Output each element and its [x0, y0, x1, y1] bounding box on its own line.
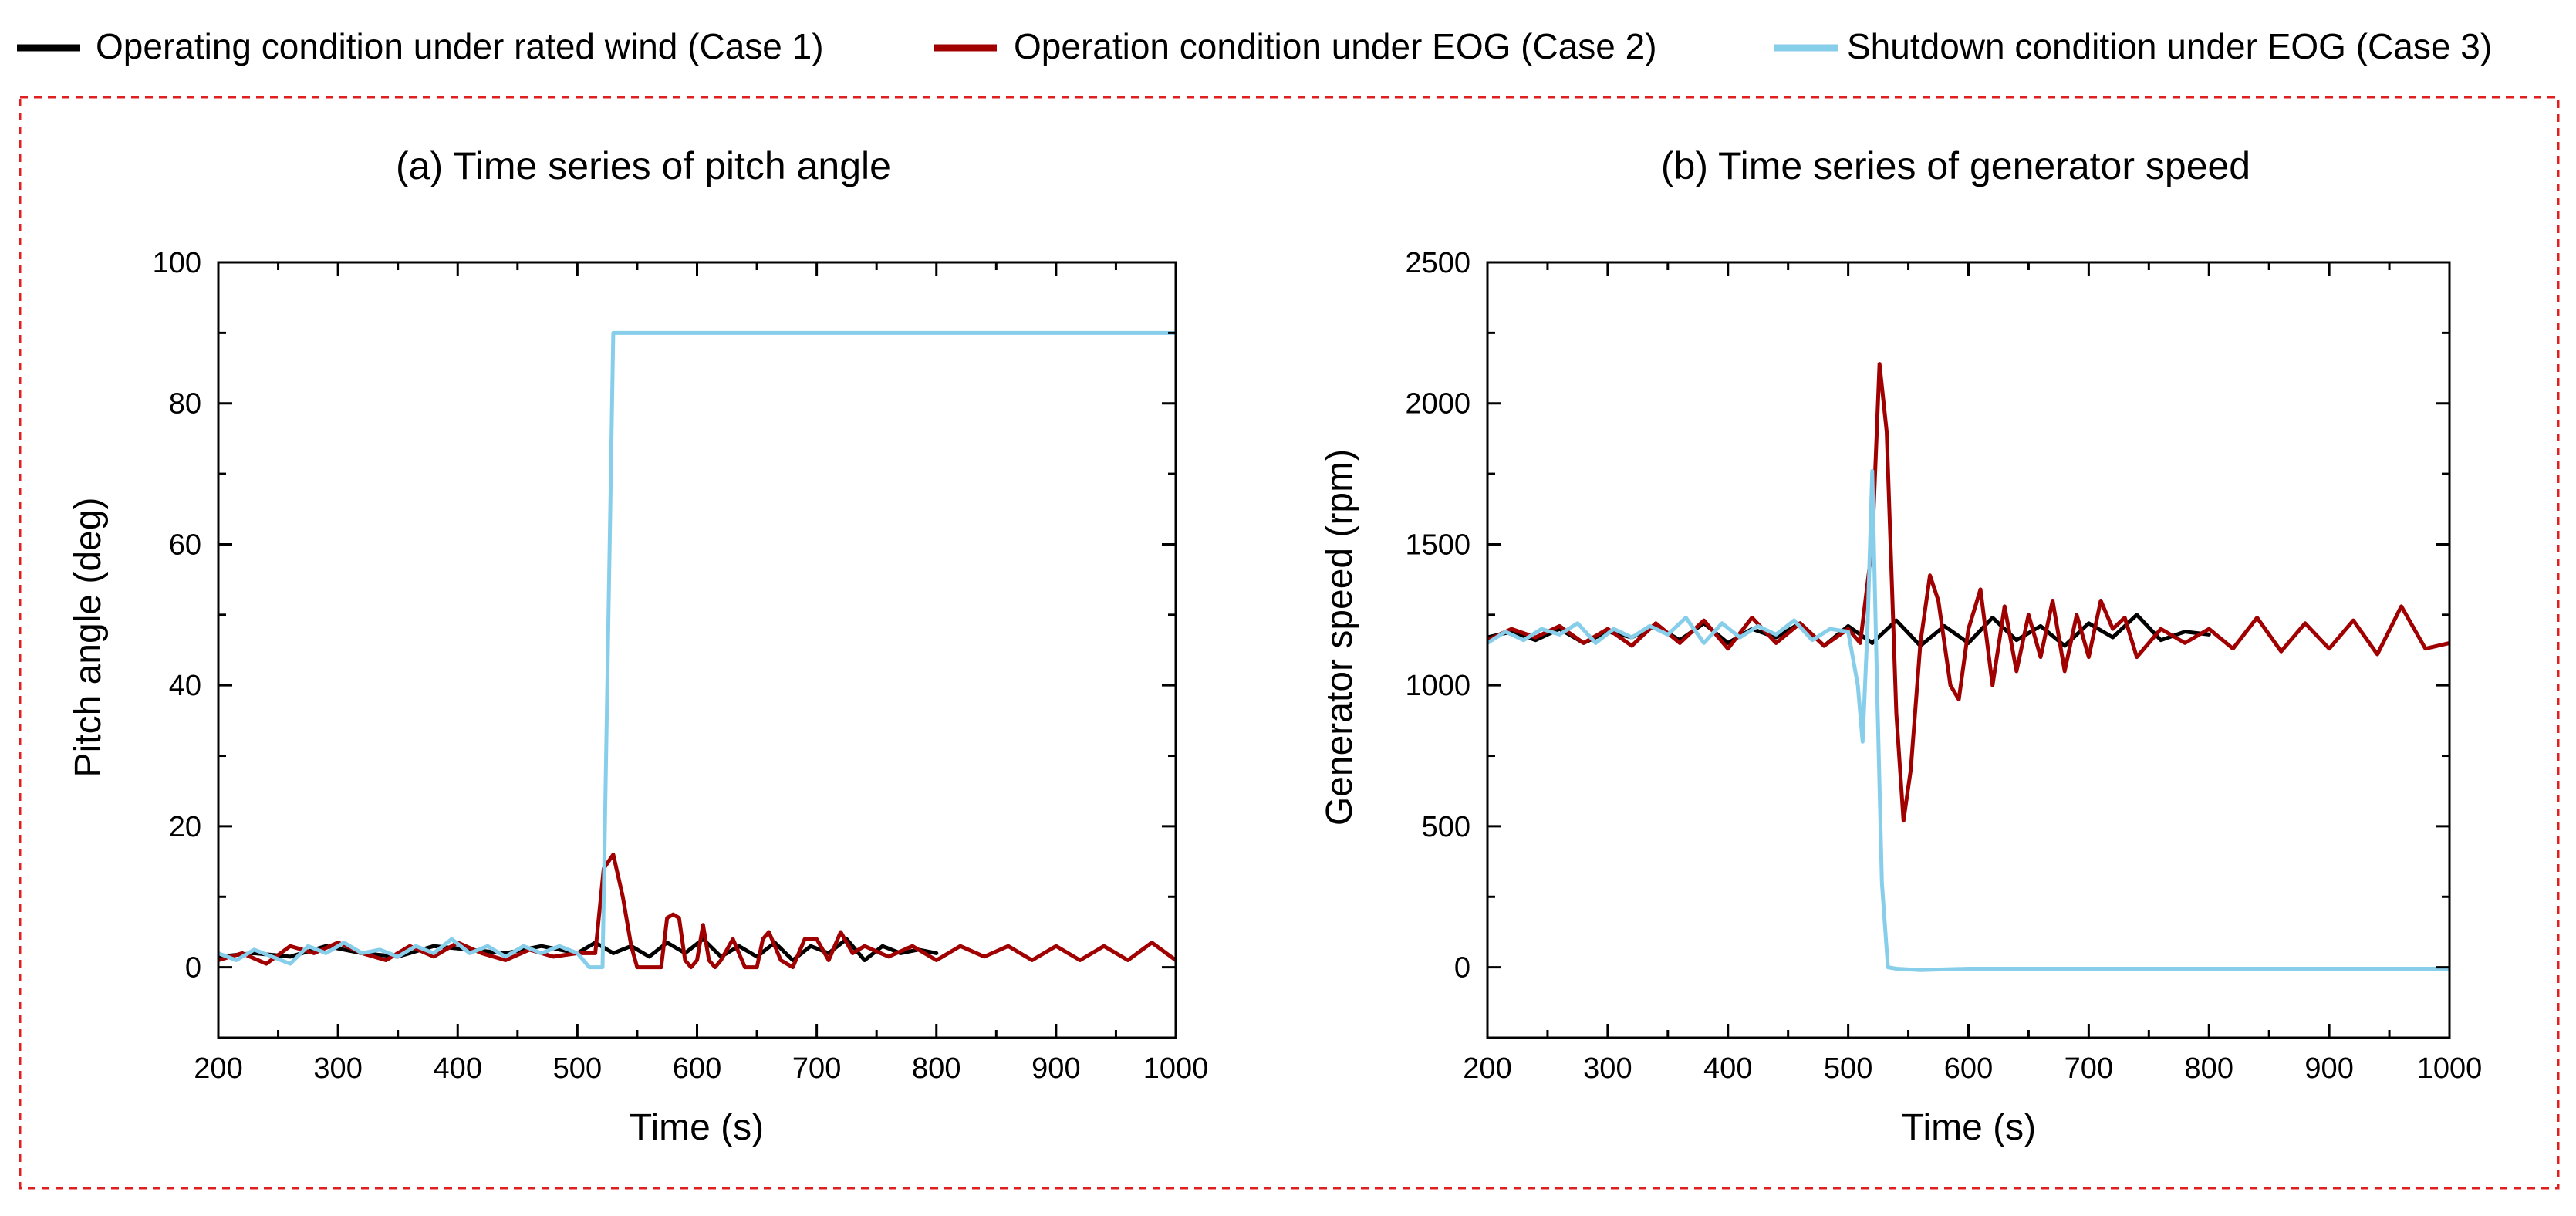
- dashed-frame: [19, 96, 2560, 1190]
- speed-ytick-label: 500: [1422, 811, 1470, 843]
- plot-area-pitch-angle: 200 300 400 500 600 700 800 900 1000 0 20 40 60 80 100: [153, 247, 1209, 1085]
- speed-series-case-2: [1487, 362, 2449, 823]
- legend-entry-case-2: Operation condition under EOG (Case 2): [934, 26, 1657, 66]
- chart-a-ylabel: Pitch angle (deg): [68, 498, 109, 778]
- speed-xtick-label: 500: [1824, 1052, 1872, 1085]
- pitch-series-case-2: [218, 853, 1176, 970]
- chart-a-xlabel: Time (s): [630, 1107, 764, 1148]
- pitch-ytick-label: 0: [185, 952, 201, 985]
- chart-b-xlabel: Time (s): [1902, 1107, 2036, 1148]
- speed-xtick-label: 800: [2185, 1052, 2233, 1085]
- pitch-xtick-label: 300: [313, 1052, 362, 1085]
- speed-xtick-label: 300: [1583, 1052, 1632, 1085]
- chart-pitch-angle: (a) Time series of pitch angle 200 300 400…: [68, 144, 1208, 1148]
- speed-ytick-label: 1000: [1405, 670, 1470, 702]
- pitch-xtick-label: 700: [792, 1052, 841, 1085]
- speed-axes-frame: [1486, 261, 2451, 1039]
- pitch-xtick-label: 900: [1031, 1052, 1080, 1085]
- speed-xtick-label: 400: [1703, 1052, 1752, 1085]
- speed-ytick-label: 0: [1454, 952, 1470, 985]
- speed-ytick-label: 1500: [1405, 529, 1470, 561]
- legend-label-case-3: Shutdown condition under EOG (Case 3): [1847, 26, 2492, 66]
- speed-xtick-label: 600: [1944, 1052, 1993, 1085]
- pitch-xtick-label: 500: [553, 1052, 602, 1085]
- pitch-xtick-label: 1000: [1143, 1052, 1209, 1085]
- pitch-xtick-label: 200: [194, 1052, 242, 1085]
- pitch-series-case-3: [218, 330, 1176, 970]
- speed-xtick-label: 1000: [2417, 1052, 2483, 1085]
- chart-a-title: (a) Time series of pitch angle: [396, 144, 891, 187]
- pitch-xtick-label: 400: [434, 1052, 482, 1085]
- pitch-xtick-label: 800: [912, 1052, 961, 1085]
- plot-area-generator-speed: 200 300 400 500 600 700 800 900 1000 0 500 1000 1500…: [1405, 247, 2482, 1085]
- pitch-axes-frame: [217, 261, 1177, 1039]
- speed-xtick-label: 700: [2065, 1052, 2113, 1085]
- pitch-ytick-label: 80: [169, 388, 201, 421]
- legend: Operating condition under rated wind (Ca…: [17, 26, 2492, 66]
- pitch-xtick-label: 600: [673, 1052, 721, 1085]
- speed-ytick-label: 2000: [1405, 388, 1470, 421]
- series-group-pitch: [218, 330, 1176, 970]
- pitch-ytick-label: 40: [169, 670, 201, 702]
- speed-xtick-label: 200: [1463, 1052, 1511, 1085]
- chart-generator-speed: (b) Time series of generator speed 200 30…: [1319, 144, 2482, 1148]
- series-group-speed: [1487, 362, 2449, 972]
- speed-xtick-label: 900: [2304, 1052, 2353, 1085]
- speed-series-case-3: [1487, 468, 2449, 972]
- pitch-ytick-label: 60: [169, 529, 201, 561]
- legend-entry-case-3: Shutdown condition under EOG (Case 3): [1774, 26, 2492, 66]
- chart-b-ylabel: Generator speed (rpm): [1319, 449, 1360, 826]
- speed-ytick-label: 2500: [1405, 247, 1470, 279]
- legend-entry-case-1: Operating condition under rated wind (Ca…: [17, 26, 824, 66]
- chart-b-title: (b) Time series of generator speed: [1661, 144, 2250, 187]
- pitch-ytick-label: 100: [153, 247, 201, 279]
- legend-label-case-1: Operating condition under rated wind (Ca…: [96, 26, 824, 66]
- legend-label-case-2: Operation condition under EOG (Case 2): [1014, 26, 1657, 66]
- pitch-ytick-label: 20: [169, 811, 201, 843]
